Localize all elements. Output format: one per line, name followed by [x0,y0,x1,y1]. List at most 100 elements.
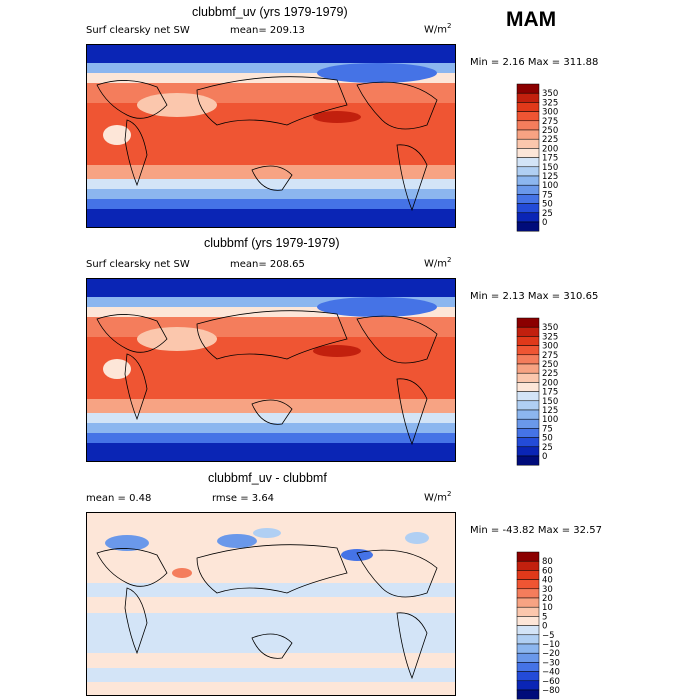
colorbar-swatch [516,194,540,204]
colorbar-swatch [516,643,540,654]
colorbar-tick-label: 40 [542,576,553,586]
colorbar-swatch [516,680,540,691]
colorbar-swatch [516,689,540,700]
colorbar-tick-label: 100 [542,415,558,425]
colorbar-tick-label: 175 [542,154,558,164]
colorbar-swatch [516,92,540,103]
colorbar-tick-label: 25 [542,443,553,453]
colorbar-tick-label: 125 [542,406,558,416]
colorbar-tick-label: 225 [542,135,558,145]
colorbar-swatch [516,634,540,645]
colorbar-swatch [516,212,540,223]
colorbar-swatch [516,579,540,590]
panel-2-field-label: Surf clearsky net SW [86,259,190,270]
colorbar-tick-label: 250 [542,360,558,370]
colorbar-swatch [516,336,540,346]
colorbar-swatch [516,625,540,636]
colorbar-swatch [516,138,540,149]
colorbar-tick-label: 25 [542,209,553,219]
colorbar-swatch [516,560,540,571]
colorbar-swatch [516,409,540,420]
colorbar-tick-label: 60 [542,566,553,576]
colorbar-swatch [516,221,540,232]
colorbar-swatch [516,391,540,402]
panel-3-rmse: rmse = 3.64 [212,493,275,504]
colorbar-swatch [516,570,540,580]
colorbar-tick-label: 325 [542,98,558,108]
colorbar-swatch [516,428,540,438]
colorbar-tick-label: 150 [542,163,558,173]
colorbar-tick-label: 175 [542,388,558,398]
colorbar-swatch [516,83,540,94]
colorbar-tick-label: 80 [542,557,553,567]
colorbar-swatch [516,400,540,411]
colorbar-tick-label: 125 [542,172,558,182]
colorbar-swatch [516,662,540,672]
colorbar-tick-label: 150 [542,397,558,407]
panel-2-map-field [87,279,455,461]
colorbar-swatch [516,148,540,158]
panel-2-units: W/m2 [424,256,452,270]
colorbar-swatch [516,455,540,466]
season-label: MAM [506,8,557,31]
colorbar-swatch [516,372,540,383]
panel-1-map-field [87,45,455,227]
panel-1-title: clubbmf_uv (yrs 1979-1979) [192,5,348,19]
colorbar-tick-label: 200 [542,378,558,388]
colorbar-swatch [516,317,540,328]
colorbar-swatch [516,588,540,599]
colorbar-tick-label: 275 [542,117,558,127]
panel-1-colorbar: 350 325 300 275 250 225 200 175 150 125 100 75 50 25 0 [516,80,577,232]
colorbar-swatch [516,184,540,195]
colorbar-swatch [516,363,540,374]
colorbar-swatch [516,597,540,608]
colorbar-swatch [516,446,540,457]
panel-1-mean: mean= 209.13 [230,25,305,36]
panel-3-title: clubbmf_uv - clubbmf [208,471,327,485]
colorbar-tick-label: 30 [542,585,553,595]
panel-1-units: W/m2 [424,22,452,36]
colorbar-swatch [516,203,540,214]
colorbar-swatch [516,120,540,131]
colorbar-swatch [516,111,540,122]
colorbar-tick-label: 0 [542,218,547,228]
colorbar-tick-label: 5 [542,612,547,622]
colorbar-swatch [516,382,540,392]
panel-2-map [86,278,456,462]
colorbar-tick-label: −10 [542,640,560,650]
colorbar-swatch [516,175,540,186]
colorbar-tick-label: −80 [542,686,560,696]
colorbar-tick-label: −60 [542,677,560,687]
colorbar-swatch [516,326,540,337]
colorbar-tick-label: 325 [542,332,558,342]
panel-3-minmax: Min = -43.82 Max = 32.57 [470,525,602,536]
colorbar-tick-label: 20 [542,594,553,604]
panel-3-units: W/m2 [424,490,452,504]
colorbar-swatch [516,616,540,626]
panel-2-colorbar: 350 325 300 275 250 225 200 175 150 125 100 75 50 25 0 [516,314,577,466]
colorbar-swatch [516,157,540,168]
colorbar-tick-label: −5 [542,631,555,641]
colorbar-swatch [516,129,540,140]
colorbar-tick-label: 275 [542,351,558,361]
colorbar-tick-label: 50 [542,434,553,444]
colorbar-swatch [516,418,540,429]
colorbar-tick-label: 75 [542,424,553,434]
panel-2-mean: mean= 208.65 [230,259,305,270]
colorbar-tick-label: 250 [542,126,558,136]
colorbar-tick-label: 75 [542,190,553,200]
colorbar-tick-label: 225 [542,369,558,379]
colorbar-tick-label: 50 [542,200,553,210]
panel-3-mean: mean = 0.48 [86,493,152,504]
panel-1-minmax: Min = 2.16 Max = 311.88 [470,57,599,68]
colorbar-tick-label: −40 [542,668,560,678]
colorbar-swatch [516,102,540,112]
colorbar-tick-label: 0 [542,622,547,632]
panel-2-minmax: Min = 2.13 Max = 310.65 [470,291,599,302]
colorbar-swatch [516,606,540,617]
colorbar-tick-label: 200 [542,144,558,154]
panel-3-colorbar: 80 60 40 30 20 10 5 0 −5 −10 −20 −30 −40 −60 −80 [516,548,577,700]
colorbar-tick-label: 350 [542,323,558,333]
